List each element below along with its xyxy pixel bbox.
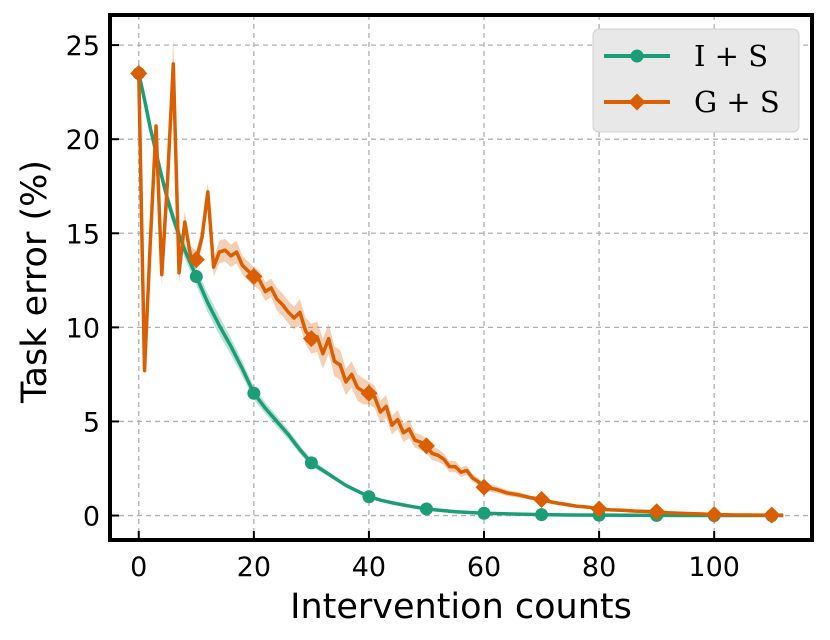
x-tick-label: 0	[130, 552, 147, 583]
x-tick-label: 60	[467, 552, 501, 583]
y-axis-title: Task error (%)	[15, 160, 55, 404]
marker-g-s-30	[302, 330, 320, 348]
y-tick-label: 5	[83, 407, 100, 438]
marker-i-s-70	[535, 508, 549, 522]
marker-g-s-100	[705, 506, 723, 524]
legend-label-i-s: I + S	[694, 39, 768, 73]
marker-i-s-50	[419, 502, 433, 516]
y-tick-label: 25	[66, 31, 100, 62]
y-tick-label: 10	[66, 313, 100, 344]
marker-i-s-10	[189, 270, 203, 284]
marker-g-s-60	[475, 478, 493, 496]
marker-g-s-10	[187, 251, 205, 269]
y-tick-label: 15	[66, 219, 100, 250]
x-tick-label: 20	[237, 552, 271, 583]
y-tick-label: 20	[66, 125, 100, 156]
band-i-s	[138, 69, 784, 516]
marker-i-s-20	[247, 386, 261, 400]
x-tick-label: 40	[352, 552, 386, 583]
marker-i-s-60	[477, 506, 491, 520]
line-g-s	[137, 62, 784, 517]
legend: I + S G + S	[592, 28, 800, 133]
marker-g-s-110	[763, 506, 781, 524]
x-axis-title: Intervention counts	[290, 587, 632, 627]
legend-swatch-marker-i-s	[630, 49, 644, 63]
legend-label-g-s: G + S	[694, 85, 780, 119]
marker-g-s-0	[130, 64, 148, 82]
series-markers	[130, 64, 781, 524]
marker-g-s-20	[245, 268, 263, 286]
x-tick-label: 100	[688, 552, 740, 583]
marker-g-s-50	[417, 437, 435, 455]
marker-g-s-70	[533, 491, 551, 509]
marker-i-s-30	[304, 456, 318, 470]
legend-swatch-marker-g-s	[628, 93, 646, 111]
marker-g-s-90	[648, 503, 666, 521]
marker-i-s-40	[362, 490, 376, 504]
x-tick-label: 80	[582, 552, 616, 583]
axis-ticks: 0 20 40 60 80 100 0 5 10 15 20 25	[66, 31, 740, 583]
marker-g-s-40	[360, 384, 378, 402]
y-tick-label: 0	[83, 502, 100, 533]
marker-g-s-80	[590, 500, 608, 518]
plot-frame	[108, 13, 814, 542]
